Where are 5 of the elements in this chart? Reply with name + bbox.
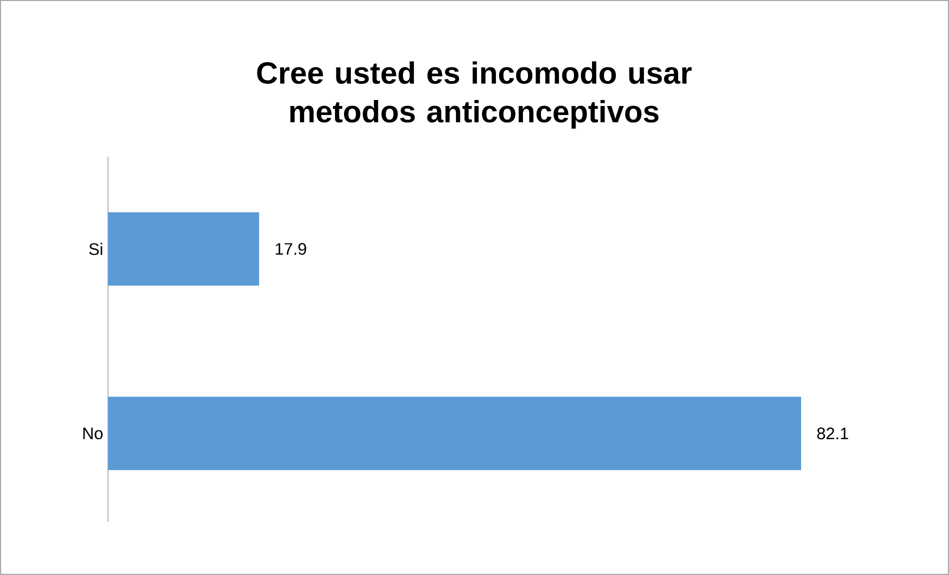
y-tick-label: Si	[89, 242, 102, 256]
data-label: 82.1	[817, 428, 848, 440]
y-tick-label: No	[83, 428, 103, 440]
data-label: 17.9	[276, 243, 306, 255]
chart-title: Cree usted es incomodo usar metodos anticonceptivos	[257, 61, 692, 129]
